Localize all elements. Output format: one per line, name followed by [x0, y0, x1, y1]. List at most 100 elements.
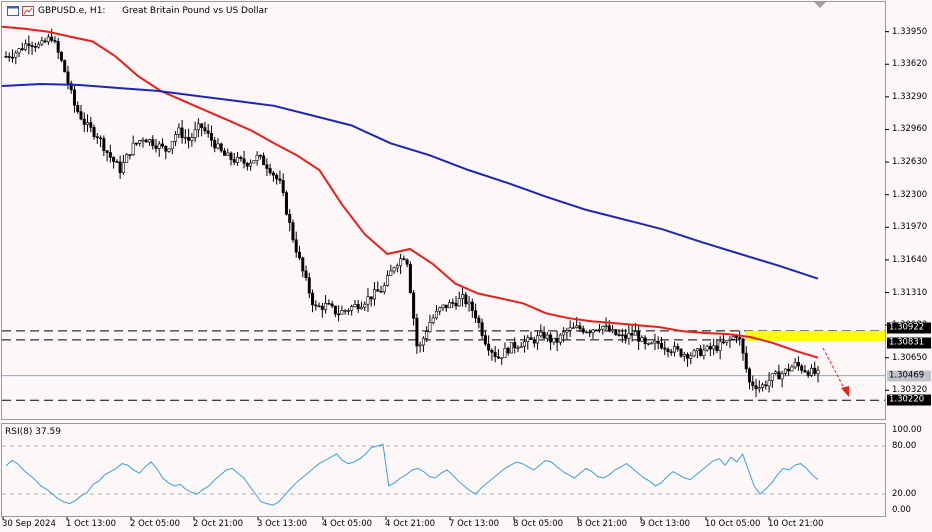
x-tick-label: 4 Oct 05:00: [322, 519, 373, 529]
candle-body: [738, 337, 742, 340]
window-icon: [7, 6, 19, 19]
candle-body: [438, 307, 442, 312]
y-tick-label: 1.33620: [892, 59, 928, 70]
candle-body: [640, 337, 644, 342]
candle-body: [500, 357, 504, 359]
candle-body: [190, 137, 194, 141]
x-tick-label: 2 Oct 21:00: [193, 519, 244, 529]
candle-body: [774, 371, 778, 374]
candle-body: [496, 356, 500, 359]
candle-body: [242, 158, 246, 164]
candle-body: [40, 40, 44, 45]
candle-body: [571, 327, 575, 329]
candle-body: [611, 329, 615, 332]
candle-body: [803, 370, 807, 373]
candle-body: [180, 127, 184, 139]
candle-body: [483, 335, 487, 345]
price-tag-current: 1.30469: [887, 370, 931, 382]
candle-body: [441, 304, 445, 308]
candle-body: [757, 387, 761, 390]
candle-body: [584, 331, 588, 334]
candle-body: [333, 305, 337, 315]
candle-body: [490, 350, 494, 353]
candle-body: [209, 133, 213, 141]
candle-body: [480, 322, 484, 336]
candle-body: [82, 118, 86, 125]
candle-body: [770, 373, 774, 381]
candle-body: [741, 338, 745, 354]
candle-body: [320, 305, 324, 310]
candle-body: [50, 36, 54, 41]
candle-body: [343, 310, 347, 312]
candle-body: [219, 143, 223, 152]
candle-body: [399, 258, 403, 266]
candle-body: [630, 333, 634, 336]
candle-body: [676, 346, 680, 350]
candle-body: [728, 338, 732, 341]
candle-body: [708, 345, 712, 350]
candle-body: [503, 347, 507, 358]
candle-body: [164, 145, 168, 152]
candle-body: [412, 292, 416, 319]
candle-body: [56, 41, 60, 53]
candle-body: [297, 251, 301, 259]
candle-body: [63, 60, 67, 73]
candle-body: [311, 292, 315, 306]
rsi-tick-label: 80.00: [892, 441, 917, 451]
candle-body: [301, 257, 305, 272]
rsi-panel[interactable]: [1, 423, 886, 517]
candle-body: [575, 325, 579, 328]
candle-body: [650, 342, 654, 345]
candle-body: [76, 105, 80, 112]
candle-body: [105, 150, 109, 153]
candle-body: [291, 222, 295, 241]
x-tick-label: 8 Oct 05:00: [513, 519, 564, 529]
chart-symbol: GBPUSD.e, H1:: [38, 6, 106, 16]
candle-body: [617, 334, 621, 337]
candle-body: [284, 192, 288, 215]
shift-marker: [814, 2, 826, 8]
candle-body: [79, 111, 83, 120]
candle-body: [314, 304, 318, 307]
candle-body: [46, 36, 50, 43]
candle-body: [689, 355, 693, 359]
candle-body: [366, 296, 370, 305]
candle-body: [744, 352, 748, 370]
candle-body: [14, 52, 18, 58]
candle-body: [7, 56, 11, 58]
candle-body: [59, 52, 63, 61]
candle-body: [620, 334, 624, 337]
candle-body: [327, 302, 331, 305]
candle-body: [17, 48, 21, 54]
candle-body: [598, 328, 602, 331]
candle-body: [790, 366, 794, 372]
candle-body: [141, 139, 145, 142]
candle-body: [262, 155, 266, 166]
candle-body: [562, 331, 566, 336]
candle-body: [558, 334, 562, 343]
candle-body: [389, 270, 393, 276]
candle-body: [363, 303, 367, 308]
candle-body: [95, 136, 99, 139]
x-tick-label: 4 Oct 21:00: [385, 519, 436, 529]
candle-body: [421, 338, 425, 346]
candle-body: [526, 337, 530, 342]
candle-body: [474, 310, 478, 319]
candle-body: [581, 328, 585, 333]
candle-body: [532, 339, 536, 344]
candle-body: [659, 343, 663, 349]
candle-body: [128, 154, 132, 156]
candle-body: [121, 162, 125, 174]
candle-body: [552, 337, 556, 343]
candle-body: [516, 347, 520, 349]
candle-body: [255, 154, 259, 161]
candle-body: [151, 139, 155, 147]
candle-body: [294, 239, 298, 253]
y-tick-label: 1.30320: [892, 385, 928, 396]
rsi-label: RSI(8) 37.59: [5, 427, 61, 437]
candle-body: [353, 304, 357, 307]
candle-body: [372, 289, 376, 300]
candle-body: [588, 331, 592, 334]
price-panel[interactable]: [1, 1, 886, 420]
